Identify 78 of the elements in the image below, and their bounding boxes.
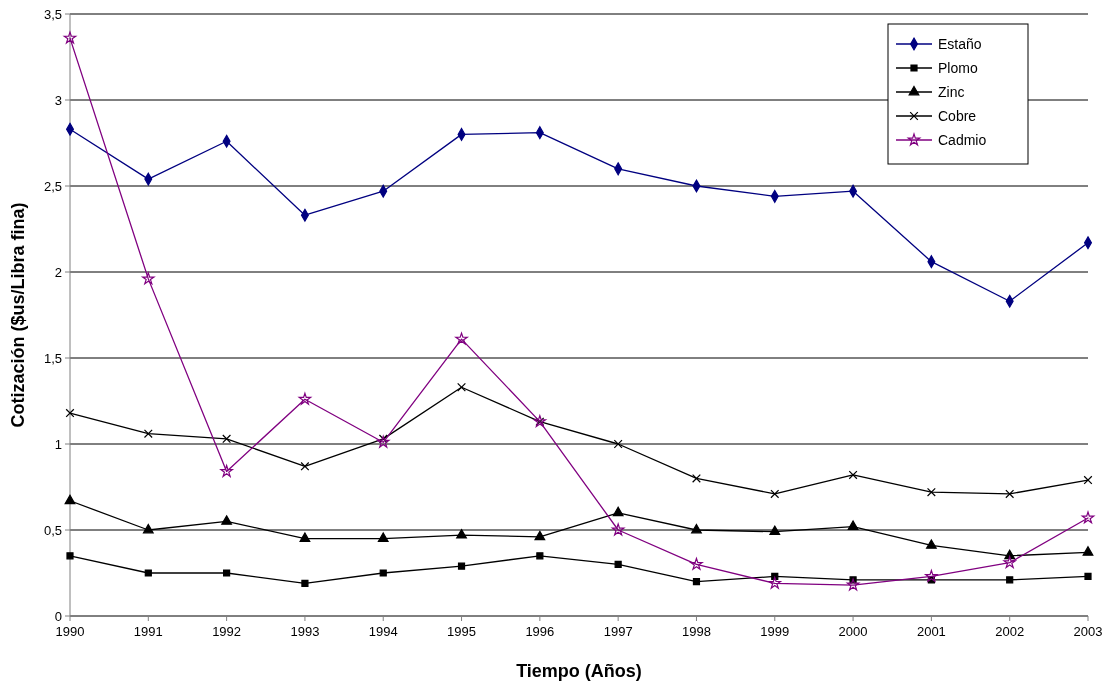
point [221, 515, 233, 525]
point [692, 578, 701, 586]
point [144, 569, 152, 577]
point [220, 464, 233, 477]
point [614, 560, 622, 568]
y-tick-label: 2 [54, 264, 62, 280]
x-tick-label: 1992 [212, 624, 242, 639]
x-tick-label: 1994 [368, 624, 398, 639]
point [611, 523, 625, 536]
point [299, 532, 311, 542]
point [143, 429, 153, 439]
point [457, 562, 466, 570]
point [534, 530, 546, 541]
legend-label: Plomo [938, 59, 978, 76]
x-tick-label: 1998 [682, 624, 711, 639]
x-tick-label: 1993 [290, 624, 320, 639]
point [142, 523, 154, 534]
x-tick-label: 2003 [1073, 624, 1103, 639]
point [612, 506, 624, 517]
x-tick-label: 2002 [995, 624, 1025, 639]
point [1081, 511, 1095, 524]
y-tick-label: 1 [54, 436, 62, 452]
point [298, 392, 312, 405]
point [456, 529, 467, 539]
point [769, 525, 781, 536]
point [301, 579, 309, 587]
point [63, 31, 77, 44]
point [536, 552, 544, 560]
point [65, 408, 75, 418]
y-tick-label: 2,5 [43, 178, 62, 194]
point [925, 569, 938, 582]
point [142, 272, 155, 285]
point [1003, 556, 1016, 569]
legend-label: Cadmio [938, 131, 987, 148]
point [926, 487, 936, 497]
point [770, 489, 780, 499]
point [613, 439, 623, 449]
point [691, 523, 702, 534]
point [1084, 572, 1092, 581]
point [222, 434, 232, 444]
x-tick-label: 1999 [760, 624, 790, 639]
y-tick-label: 3,5 [43, 6, 62, 22]
point [455, 332, 468, 345]
point [848, 470, 858, 480]
point [690, 557, 703, 570]
point [300, 461, 310, 471]
x-tick-label: 1997 [603, 624, 633, 639]
point [1006, 576, 1014, 584]
point [925, 539, 937, 549]
x-tick-label: 2001 [916, 624, 946, 639]
x-tick-label: 1995 [447, 624, 476, 639]
point [692, 473, 701, 483]
point [457, 382, 466, 392]
y-tick-label: 3 [54, 92, 62, 108]
x-tick-label: 1990 [55, 624, 85, 639]
x-tick-label: 1996 [525, 624, 555, 639]
point [66, 552, 74, 560]
point [64, 494, 76, 505]
x-axis-title: Tiempo (Años) [516, 661, 642, 681]
y-tick-label: 0,5 [43, 522, 62, 538]
point [379, 569, 387, 577]
x-tick-label: 2000 [838, 624, 868, 639]
point [1005, 489, 1015, 499]
y-tick-label: 1,5 [43, 350, 62, 366]
point [1083, 475, 1093, 485]
point [847, 520, 859, 530]
y-axis-title: Cotización ($us/Libra fina) [8, 202, 28, 428]
x-tick-label: 1991 [133, 624, 163, 639]
point [768, 576, 782, 589]
y-tick-label: 0 [54, 608, 62, 624]
point [223, 569, 231, 577]
legend-label: Cobre [938, 107, 977, 124]
point [846, 578, 860, 591]
point [377, 532, 389, 542]
legend-label: Zinc [938, 83, 965, 100]
point [1082, 546, 1094, 556]
legend-label: Estaño [938, 35, 982, 52]
point [376, 435, 390, 448]
